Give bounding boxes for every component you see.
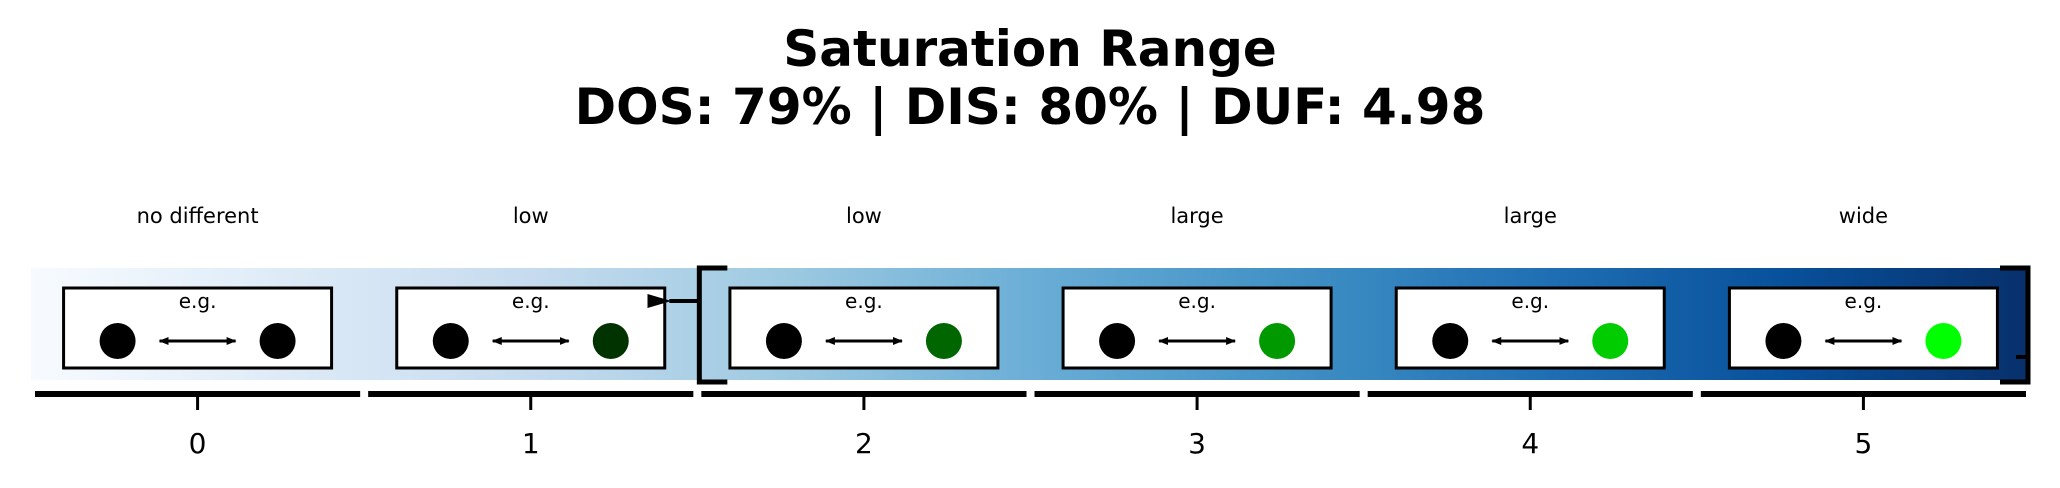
chart-title-line1: Saturation Range bbox=[783, 20, 1277, 78]
range-marker bbox=[647, 265, 2031, 385]
example-dot bbox=[592, 323, 629, 359]
reference-dot bbox=[765, 323, 802, 359]
example-label: e.g. bbox=[845, 289, 883, 313]
reference-dot bbox=[1432, 323, 1469, 359]
example-dot bbox=[1592, 323, 1629, 359]
level-description-label: large bbox=[1170, 204, 1223, 228]
x-tick-label: 5 bbox=[1855, 427, 1873, 460]
range-end-bracket bbox=[2000, 265, 2031, 385]
example-label: e.g. bbox=[179, 289, 217, 313]
x-tick-label: 1 bbox=[522, 427, 540, 460]
x-tick-label: 2 bbox=[855, 427, 873, 460]
level-description-label: low bbox=[513, 204, 549, 228]
reference-dot bbox=[1099, 323, 1136, 359]
example-dot bbox=[1259, 323, 1296, 359]
colormap-band bbox=[31, 268, 2030, 380]
x-tick-label: 3 bbox=[1188, 427, 1206, 460]
example-label: e.g. bbox=[1845, 289, 1883, 313]
x-tick-label: 4 bbox=[1521, 427, 1539, 460]
level-description-label: wide bbox=[1839, 204, 1888, 228]
example-label: e.g. bbox=[512, 289, 550, 313]
range-start-bracket bbox=[696, 265, 728, 385]
example-dot bbox=[925, 323, 962, 359]
example-dot bbox=[1925, 323, 1962, 359]
levels-group: no different e.g. 0 low e.g. 1 low e.g. 2 large e.… bbox=[35, 204, 2026, 460]
level-description-label: low bbox=[846, 204, 882, 228]
example-label: e.g. bbox=[1511, 289, 1549, 313]
example-label: e.g. bbox=[1178, 289, 1216, 313]
example-dot bbox=[259, 323, 296, 359]
reference-dot bbox=[1765, 323, 1802, 359]
level-description-label: no different bbox=[137, 204, 259, 228]
reference-dot bbox=[99, 323, 136, 359]
level-description-label: large bbox=[1504, 204, 1557, 228]
reference-dot bbox=[432, 323, 469, 359]
x-tick-label: 0 bbox=[189, 427, 207, 460]
chart-title-line2: DOS: 79% | DIS: 80% | DUF: 4.98 bbox=[575, 78, 1486, 136]
